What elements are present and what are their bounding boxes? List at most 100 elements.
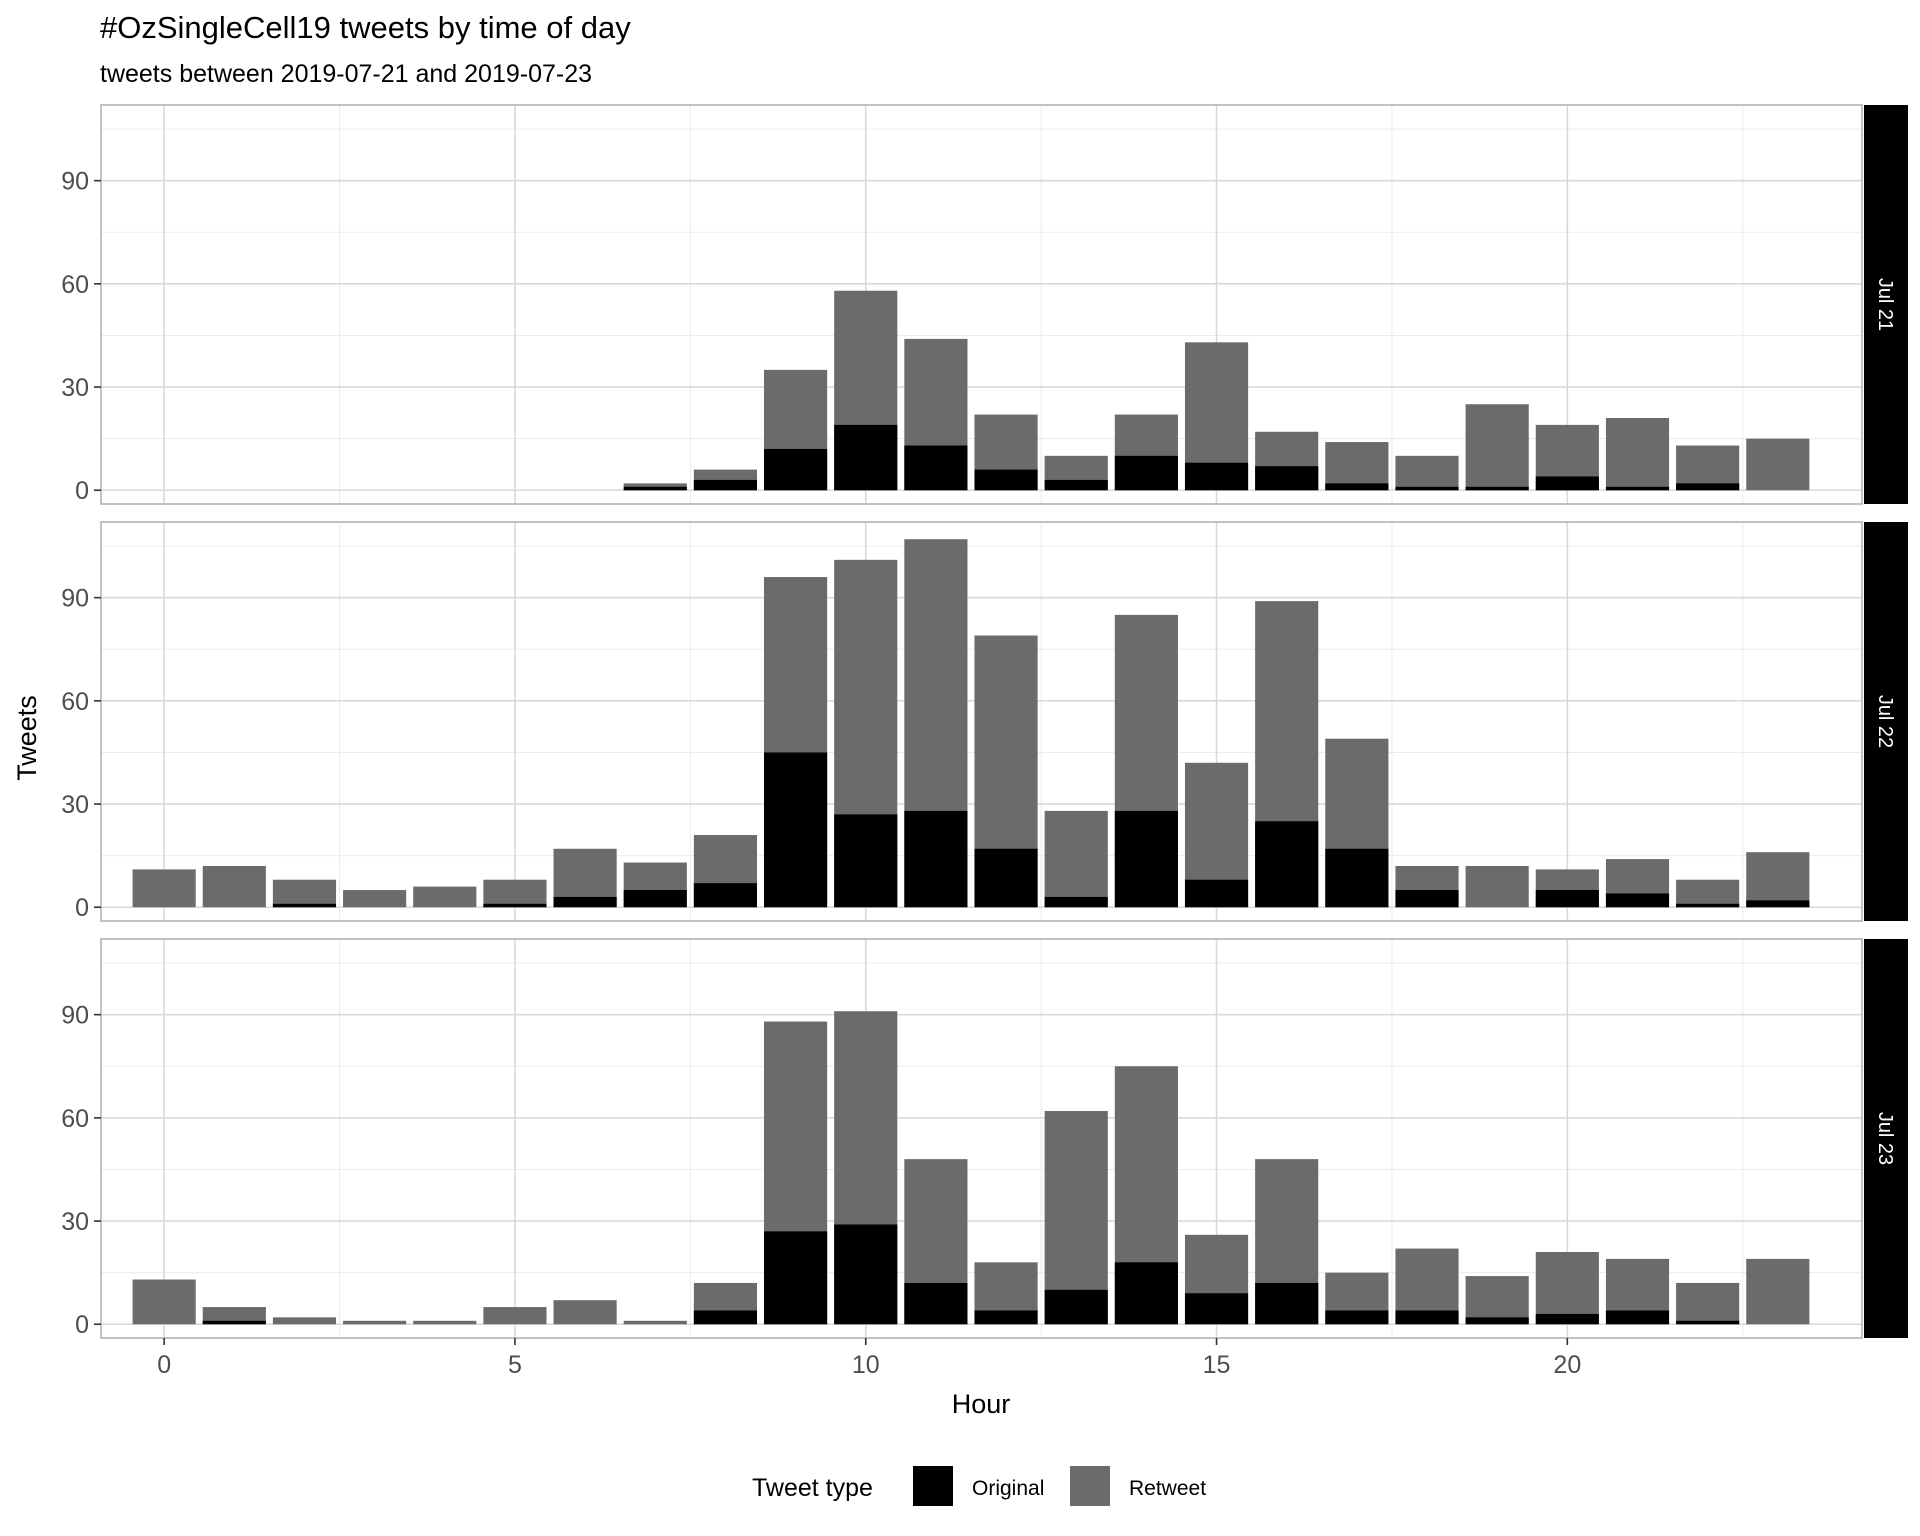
x-axis-title: Hour bbox=[952, 1389, 1011, 1419]
legend-title: Tweet type bbox=[752, 1474, 873, 1502]
bar-retweet bbox=[1325, 442, 1389, 491]
facet-panel: 0 30 60 90 Jul 21 bbox=[61, 104, 1908, 505]
bar-original bbox=[1465, 1317, 1529, 1325]
bar-original bbox=[764, 752, 828, 908]
bar-original bbox=[693, 1310, 757, 1325]
legend-key-original bbox=[913, 1466, 953, 1506]
bar-original bbox=[1114, 455, 1178, 491]
bar-original bbox=[1184, 1293, 1249, 1325]
bar-original bbox=[764, 1231, 828, 1325]
bar-original bbox=[904, 445, 968, 491]
x-tick-label: 10 bbox=[852, 1351, 880, 1379]
chart-subtitle: tweets between 2019-07-21 and 2019-07-23 bbox=[100, 60, 592, 88]
bar-retweet bbox=[1746, 438, 1810, 491]
bar-retweet bbox=[1535, 1252, 1599, 1325]
bar-original bbox=[1325, 1310, 1389, 1325]
legend-key-retweet bbox=[1070, 1466, 1110, 1506]
bar-retweet bbox=[1395, 455, 1459, 491]
facet-panel: 0 30 60 90 Jul 23 bbox=[61, 938, 1908, 1339]
bar-original bbox=[1465, 486, 1529, 491]
bar-retweet bbox=[272, 879, 337, 908]
bar-retweet bbox=[1676, 445, 1740, 491]
y-tick-label: 60 bbox=[61, 1105, 89, 1133]
chart-title: #OzSingleCell19 tweets by time of day bbox=[100, 10, 631, 45]
facet-strip-label: Jul 23 bbox=[1874, 1112, 1896, 1165]
bar-retweet bbox=[623, 1320, 687, 1325]
bar-original bbox=[1535, 476, 1599, 491]
bar-retweet bbox=[1746, 852, 1810, 908]
bar-original bbox=[1395, 1310, 1459, 1325]
legend-label-retweet: Retweet bbox=[1129, 1477, 1206, 1500]
bar-original bbox=[1114, 810, 1178, 908]
bar-retweet bbox=[1465, 1276, 1529, 1325]
bar-original bbox=[1114, 1262, 1178, 1325]
bar-retweet bbox=[1605, 418, 1670, 491]
legend: Tweet type Original Retweet bbox=[752, 1466, 1206, 1506]
bar-retweet bbox=[1465, 404, 1529, 491]
bar-original bbox=[1395, 486, 1459, 491]
y-tick-label: 30 bbox=[61, 374, 89, 402]
y-tick-label: 90 bbox=[61, 168, 89, 196]
bar-retweet bbox=[343, 890, 407, 908]
x-tick-label: 15 bbox=[1203, 1351, 1231, 1379]
bar-original bbox=[1676, 1320, 1740, 1325]
bar-original bbox=[693, 883, 757, 908]
bar-retweet bbox=[1676, 1282, 1740, 1325]
bar-original bbox=[1605, 893, 1670, 908]
y-tick-label: 90 bbox=[61, 1002, 89, 1030]
bar-retweet bbox=[1044, 1110, 1108, 1325]
y-tick-label: 60 bbox=[61, 271, 89, 299]
bar-original bbox=[623, 890, 687, 908]
facet-strip bbox=[1864, 522, 1908, 921]
bar-original bbox=[553, 896, 617, 908]
y-tick-label: 30 bbox=[61, 1208, 89, 1236]
bar-original bbox=[693, 479, 757, 491]
bar-original bbox=[623, 486, 687, 491]
bar-original bbox=[1676, 903, 1740, 908]
bar-original bbox=[834, 424, 898, 491]
bar-retweet bbox=[553, 1300, 617, 1325]
bar-original bbox=[1044, 479, 1108, 491]
bar-retweet bbox=[272, 1317, 337, 1325]
bar-original bbox=[1044, 896, 1108, 908]
bar-original bbox=[483, 903, 547, 908]
bar-retweet bbox=[202, 1307, 266, 1325]
bar-original bbox=[272, 903, 337, 908]
panel-border bbox=[100, 938, 1863, 1339]
bar-retweet bbox=[413, 1320, 477, 1325]
bar-original bbox=[1325, 483, 1389, 491]
bar-retweet bbox=[413, 886, 477, 908]
bar-original bbox=[1255, 1282, 1319, 1325]
facet-strip bbox=[1864, 939, 1908, 1338]
facet-panel: 0 30 60 90 Jul 22 bbox=[61, 521, 1908, 922]
bar-original bbox=[834, 814, 898, 908]
y-tick-label: 0 bbox=[75, 894, 89, 922]
bar-original bbox=[1676, 483, 1740, 491]
bar-original bbox=[1184, 462, 1249, 491]
bar-original bbox=[1605, 486, 1670, 491]
bar-retweet bbox=[343, 1320, 407, 1325]
bar-retweet bbox=[202, 865, 266, 908]
bar-original bbox=[904, 810, 968, 908]
bar-original bbox=[1746, 900, 1810, 908]
y-tick-label: 30 bbox=[61, 791, 89, 819]
x-axis: 0 5 10 15 20 bbox=[157, 1338, 1581, 1379]
y-axis-title: Tweets bbox=[12, 695, 42, 781]
bar-original bbox=[1255, 466, 1319, 491]
panel-border bbox=[100, 104, 1863, 505]
bar-original bbox=[202, 1320, 266, 1325]
x-tick-label: 20 bbox=[1553, 1351, 1581, 1379]
legend-label-original: Original bbox=[972, 1477, 1044, 1500]
bar-retweet bbox=[132, 869, 196, 908]
facet-strip-label: Jul 22 bbox=[1874, 695, 1896, 748]
panel-border bbox=[100, 521, 1863, 922]
bar-retweet bbox=[132, 1279, 196, 1325]
y-tick-label: 90 bbox=[61, 585, 89, 613]
bar-original bbox=[1325, 848, 1389, 908]
y-tick-label: 0 bbox=[75, 477, 89, 505]
x-tick-label: 5 bbox=[508, 1351, 522, 1379]
bar-retweet bbox=[1044, 810, 1108, 908]
bar-original bbox=[1184, 879, 1249, 908]
bar-retweet bbox=[483, 1307, 547, 1325]
facet-strip-label: Jul 21 bbox=[1874, 278, 1896, 331]
